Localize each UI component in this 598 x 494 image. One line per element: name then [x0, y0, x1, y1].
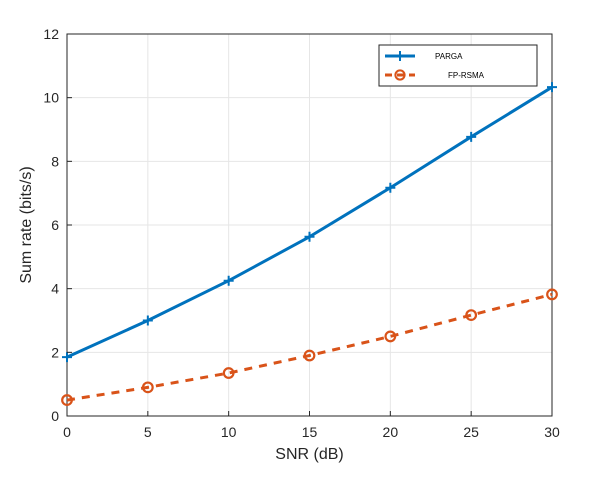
x-tick-label: 30 [544, 424, 560, 440]
x-axis-label: SNR (dB) [275, 446, 343, 463]
parga-data-point [223, 275, 234, 286]
parga-data-point [142, 315, 153, 326]
fp-rsma-data-point [61, 394, 73, 406]
grid-layer [67, 34, 552, 416]
parga-data-point [385, 182, 396, 193]
y-tick-label: 6 [51, 217, 59, 233]
legend-fp-rsma-label: FP-RSMA [448, 71, 485, 80]
fp-rsma-data-point [384, 330, 397, 343]
y-tick-label: 0 [51, 408, 59, 424]
fp-rsma-data-point [303, 349, 316, 362]
x-tick-label: 25 [463, 424, 479, 440]
x-tick-label: 10 [221, 424, 237, 440]
legend-parga-label: PARGA [435, 52, 463, 61]
x-tick-label: 20 [383, 424, 399, 440]
y-tick-label: 4 [51, 281, 59, 297]
legend: PARGA FP-RSMA [378, 44, 538, 87]
parga-data-point [466, 131, 477, 142]
legend-fp-rsma-marker [394, 69, 406, 81]
x-tick-label: 15 [302, 424, 318, 440]
series-layer [61, 82, 558, 406]
parga-data-point [547, 82, 557, 93]
tick-layer: 0 5 10 15 20 25 30 0 2 4 6 8 10 12 [43, 26, 560, 440]
fp-rsma-data-point [465, 309, 478, 321]
y-tick-label: 10 [43, 90, 59, 106]
y-tick-label: 8 [51, 153, 59, 169]
x-tick-label: 5 [144, 424, 152, 440]
parga-data-point [304, 231, 315, 242]
legend-parga-marker [395, 51, 405, 61]
fp-rsma-data-point [546, 288, 558, 301]
y-tick-label: 12 [43, 26, 59, 42]
y-axis-label: Sum rate (bits/s) [18, 166, 35, 283]
fp-rsma-data-point [141, 381, 154, 394]
fp-rsma-series-line [66, 292, 553, 402]
y-tick-label: 2 [51, 344, 59, 360]
parga-data-point [62, 352, 72, 363]
x-tick-label: 0 [63, 424, 71, 440]
legend-box [378, 44, 538, 87]
fp-rsma-data-point [222, 367, 235, 379]
